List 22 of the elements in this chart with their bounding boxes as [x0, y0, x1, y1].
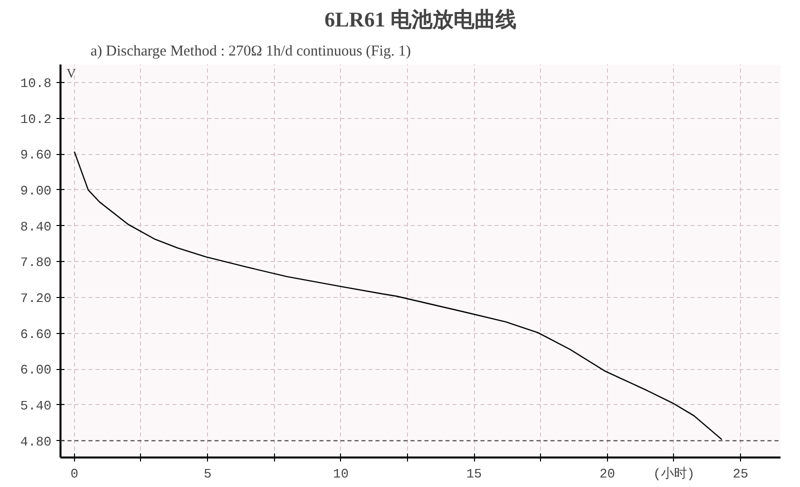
y-tick-label: 10.8 [20, 76, 52, 91]
y-tick-label: 4.80 [20, 434, 52, 450]
y-tick-label: 8.40 [20, 219, 52, 234]
chart-title: 6LR61 电池放电曲线 [324, 8, 516, 32]
x-tick-label: 15 [466, 466, 482, 482]
y-axis-title: V [66, 66, 76, 80]
y-tick-label: 7.80 [20, 255, 52, 270]
y-tick-label: 9.00 [20, 183, 52, 198]
x-tick-label: 0 [70, 466, 78, 482]
line-series [74, 151, 722, 440]
x-tick-label: 25 [732, 466, 748, 482]
y-tick-label: 9.60 [20, 148, 52, 163]
x-tick-label: 5 [204, 466, 212, 482]
y-tick-label: 6.00 [20, 362, 52, 378]
x-tick-label: 20 [599, 466, 616, 482]
x-tick-label: (小时) [653, 466, 695, 482]
y-tick-label: 5.40 [20, 398, 52, 414]
y-tick-label: 6.60 [20, 326, 52, 342]
y-tick-label: 10.2 [20, 112, 52, 127]
x-tick-label: 10 [333, 466, 349, 482]
y-tick-label: 7.20 [20, 290, 52, 306]
chart-subtitle: a) Discharge Method : 270Ω 1h/d continuous (Fig. 1) [90, 44, 411, 60]
